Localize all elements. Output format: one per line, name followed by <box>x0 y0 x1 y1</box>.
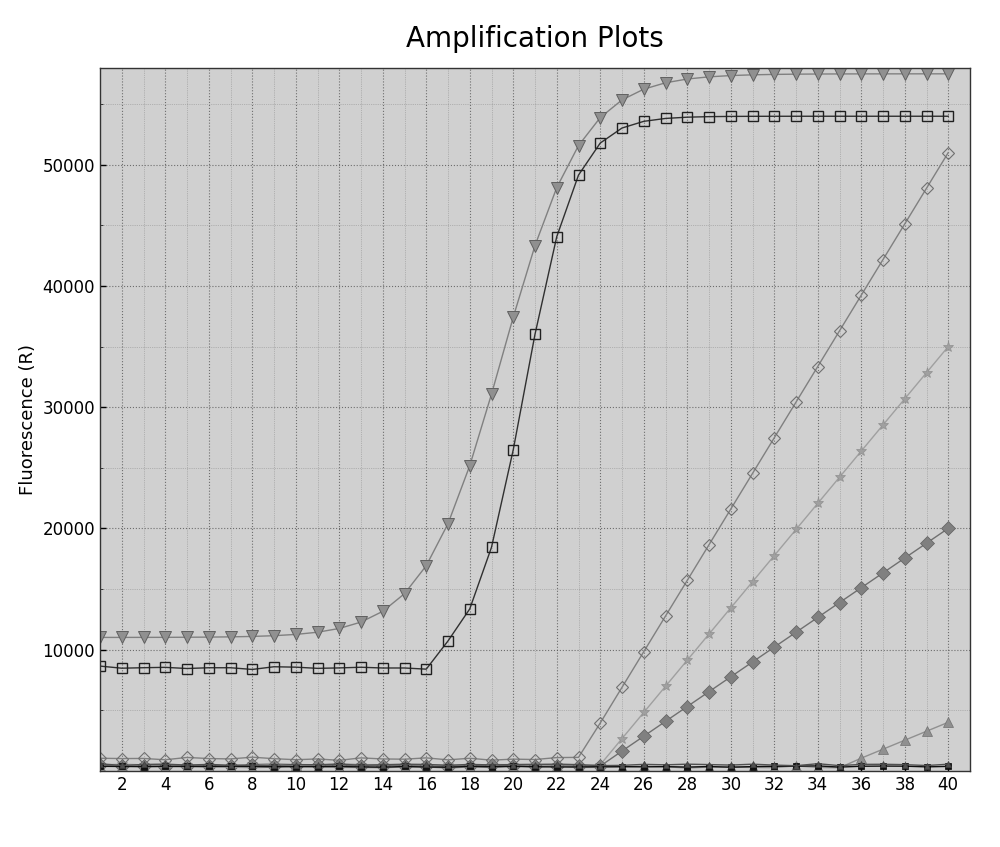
Title: Amplification Plots: Amplification Plots <box>406 25 664 53</box>
Y-axis label: Fluorescence (R): Fluorescence (R) <box>19 344 37 495</box>
